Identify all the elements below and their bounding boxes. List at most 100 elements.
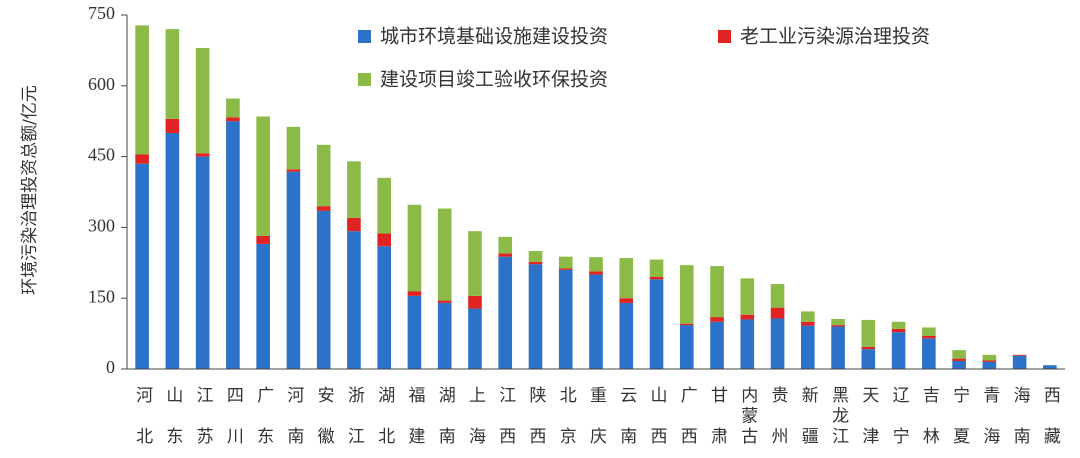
bar-segment [800,311,815,322]
x-tick-label: 宁夏 [949,386,970,458]
x-tick-label: 陕西 [525,386,545,458]
x-tick-label: 浙江 [344,386,365,458]
x-tick-label: 辽宁 [889,386,910,458]
bar-segment [377,177,392,234]
bar-segment [286,126,301,170]
bar-segment [861,349,876,369]
bar-segment [407,204,422,292]
bar-segment [468,231,482,296]
bar-segment [982,360,997,362]
bar-segment [770,307,785,319]
bar-segment [891,328,906,333]
bar-segment [498,256,513,369]
x-tick-label: 湖北 [374,386,395,458]
bar-segment [498,253,513,257]
x-tick-label: 黑龙江 [828,386,849,448]
bar-segment [710,317,724,322]
y-tick-label: 600 [88,74,115,94]
bar-segment [135,163,149,369]
bar-segment [922,335,936,339]
bar-segment [437,302,452,369]
x-tick-label: 西藏 [1040,386,1061,458]
bar-segment [407,295,422,369]
bar-segment [558,268,573,270]
bar-segment [468,308,482,369]
bar-segment [800,325,815,369]
bar-segment [377,233,392,247]
bar-segment [528,264,543,369]
y-tick-label: 150 [88,286,115,306]
bar-segment [770,284,785,308]
bar-segment [468,295,482,309]
bar-segment [891,332,906,369]
x-tick-label: 河北 [132,386,153,458]
bar-segment [649,276,664,280]
bar-segment [135,154,149,164]
x-tick-label: 新疆 [798,386,819,458]
bar-segment [226,117,240,122]
x-tick-label: 青海 [979,386,1000,458]
legend-swatch [718,30,731,43]
x-tick-label: 江西 [495,386,516,458]
bar-segment [619,298,634,303]
bar-segment [558,256,573,269]
y-tick-label: 750 [88,3,115,23]
bar-segment [619,302,634,369]
bar-segment [831,325,845,327]
bar-segment [1012,354,1027,356]
bar-segment [286,169,301,172]
bar-segment [407,291,422,296]
bar-segment [710,266,724,318]
bar-segment [710,321,724,369]
legend-label: 城市环境基础设施建设投资 [380,26,608,48]
x-tick-label: 海南 [1010,386,1031,458]
bar-segment [952,360,966,369]
x-tick-label: 四川 [223,386,244,458]
bar-segment [740,319,755,369]
y-tick-label: 300 [88,216,115,236]
bar-segment [498,236,513,254]
bar-segment [226,98,240,118]
bar-segment [316,144,331,207]
x-tick-label: 上海 [465,386,486,458]
x-tick-label: 广西 [677,386,698,458]
x-tick-label: 山西 [647,386,667,458]
x-tick-label: 重庆 [586,386,607,458]
bar-segment [195,153,210,157]
y-tick-label: 450 [88,145,115,165]
bar-segment [437,208,452,301]
bar-segment [135,25,149,155]
bar-segment [861,346,876,350]
bar-segment [679,325,694,369]
bar-segment [256,243,270,369]
x-tick-label: 天津 [858,386,879,458]
bar-segment [165,118,180,133]
bar-segment [1043,365,1057,369]
bar-segment [256,235,270,244]
bar-segment [347,231,361,369]
x-tick-label: 广东 [253,386,274,458]
legend-swatch [358,30,371,43]
x-tick-label: 河南 [283,386,304,458]
bar-segment [952,358,966,361]
bar-segment [891,321,906,329]
bar-segment [195,48,210,154]
legend-label: 老工业污染源治理投资 [740,26,930,48]
x-tick-label: 内蒙古 [737,386,758,448]
bar-segment [316,210,331,369]
y-axis-label: 环境污染治理投资总额/亿元 [20,85,40,295]
bar-segment [861,319,876,347]
bar-segment [226,121,240,369]
bar-segment [1012,355,1027,369]
bar-segment [740,314,755,320]
bar-segment [982,354,997,361]
legend-label: 建设项目竣工验收环保投资 [380,69,608,91]
x-tick-label: 江苏 [193,386,214,458]
bar-segment [347,161,361,218]
bar-segment [528,261,543,265]
y-tick-label: 0 [106,357,115,377]
x-tick-label: 吉林 [919,386,940,458]
bar-segment [770,318,785,369]
bar-segment [165,29,180,119]
